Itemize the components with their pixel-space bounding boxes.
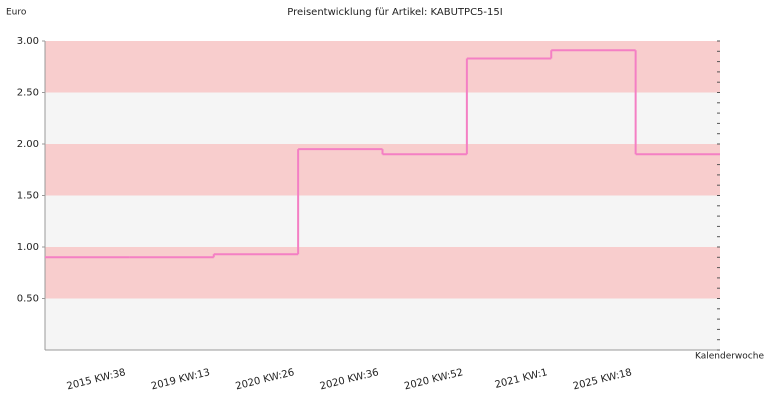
background-band — [45, 298, 720, 350]
y-tick-label: 2.00 — [17, 139, 39, 150]
x-tick-label: 2020 KW:36 — [319, 367, 380, 392]
y-tick-label: 0.50 — [17, 294, 39, 305]
x-tick-label: 2021 KW:1 — [494, 367, 549, 391]
x-tick-label: 2019 KW:13 — [150, 367, 211, 392]
x-tick-label: 2020 KW:52 — [403, 367, 464, 392]
chart-title: Preisentwicklung für Artikel: KABUTPC5-1… — [287, 7, 502, 18]
background-band — [45, 195, 720, 247]
y-tick-label: 1.50 — [17, 191, 39, 202]
background-band — [45, 92, 720, 144]
background-band — [45, 247, 720, 299]
y-tick-label: 2.50 — [17, 88, 39, 99]
x-tick-label: 2025 KW:18 — [572, 367, 633, 392]
y-tick-label: 1.00 — [17, 242, 39, 253]
x-tick-label: 2020 KW:26 — [234, 367, 295, 392]
y-axis-label: Euro — [6, 8, 27, 18]
background-band — [45, 41, 720, 93]
y-tick-label: 3.00 — [17, 36, 39, 47]
x-tick-label: 2015 KW:38 — [66, 367, 127, 392]
x-axis-label: Kalenderwoche — [695, 352, 764, 362]
